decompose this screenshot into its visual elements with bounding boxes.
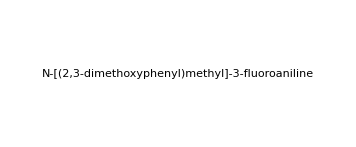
Text: N-[(2,3-dimethoxyphenyl)methyl]-3-fluoroaniline: N-[(2,3-dimethoxyphenyl)methyl]-3-fluoro… xyxy=(42,69,314,79)
